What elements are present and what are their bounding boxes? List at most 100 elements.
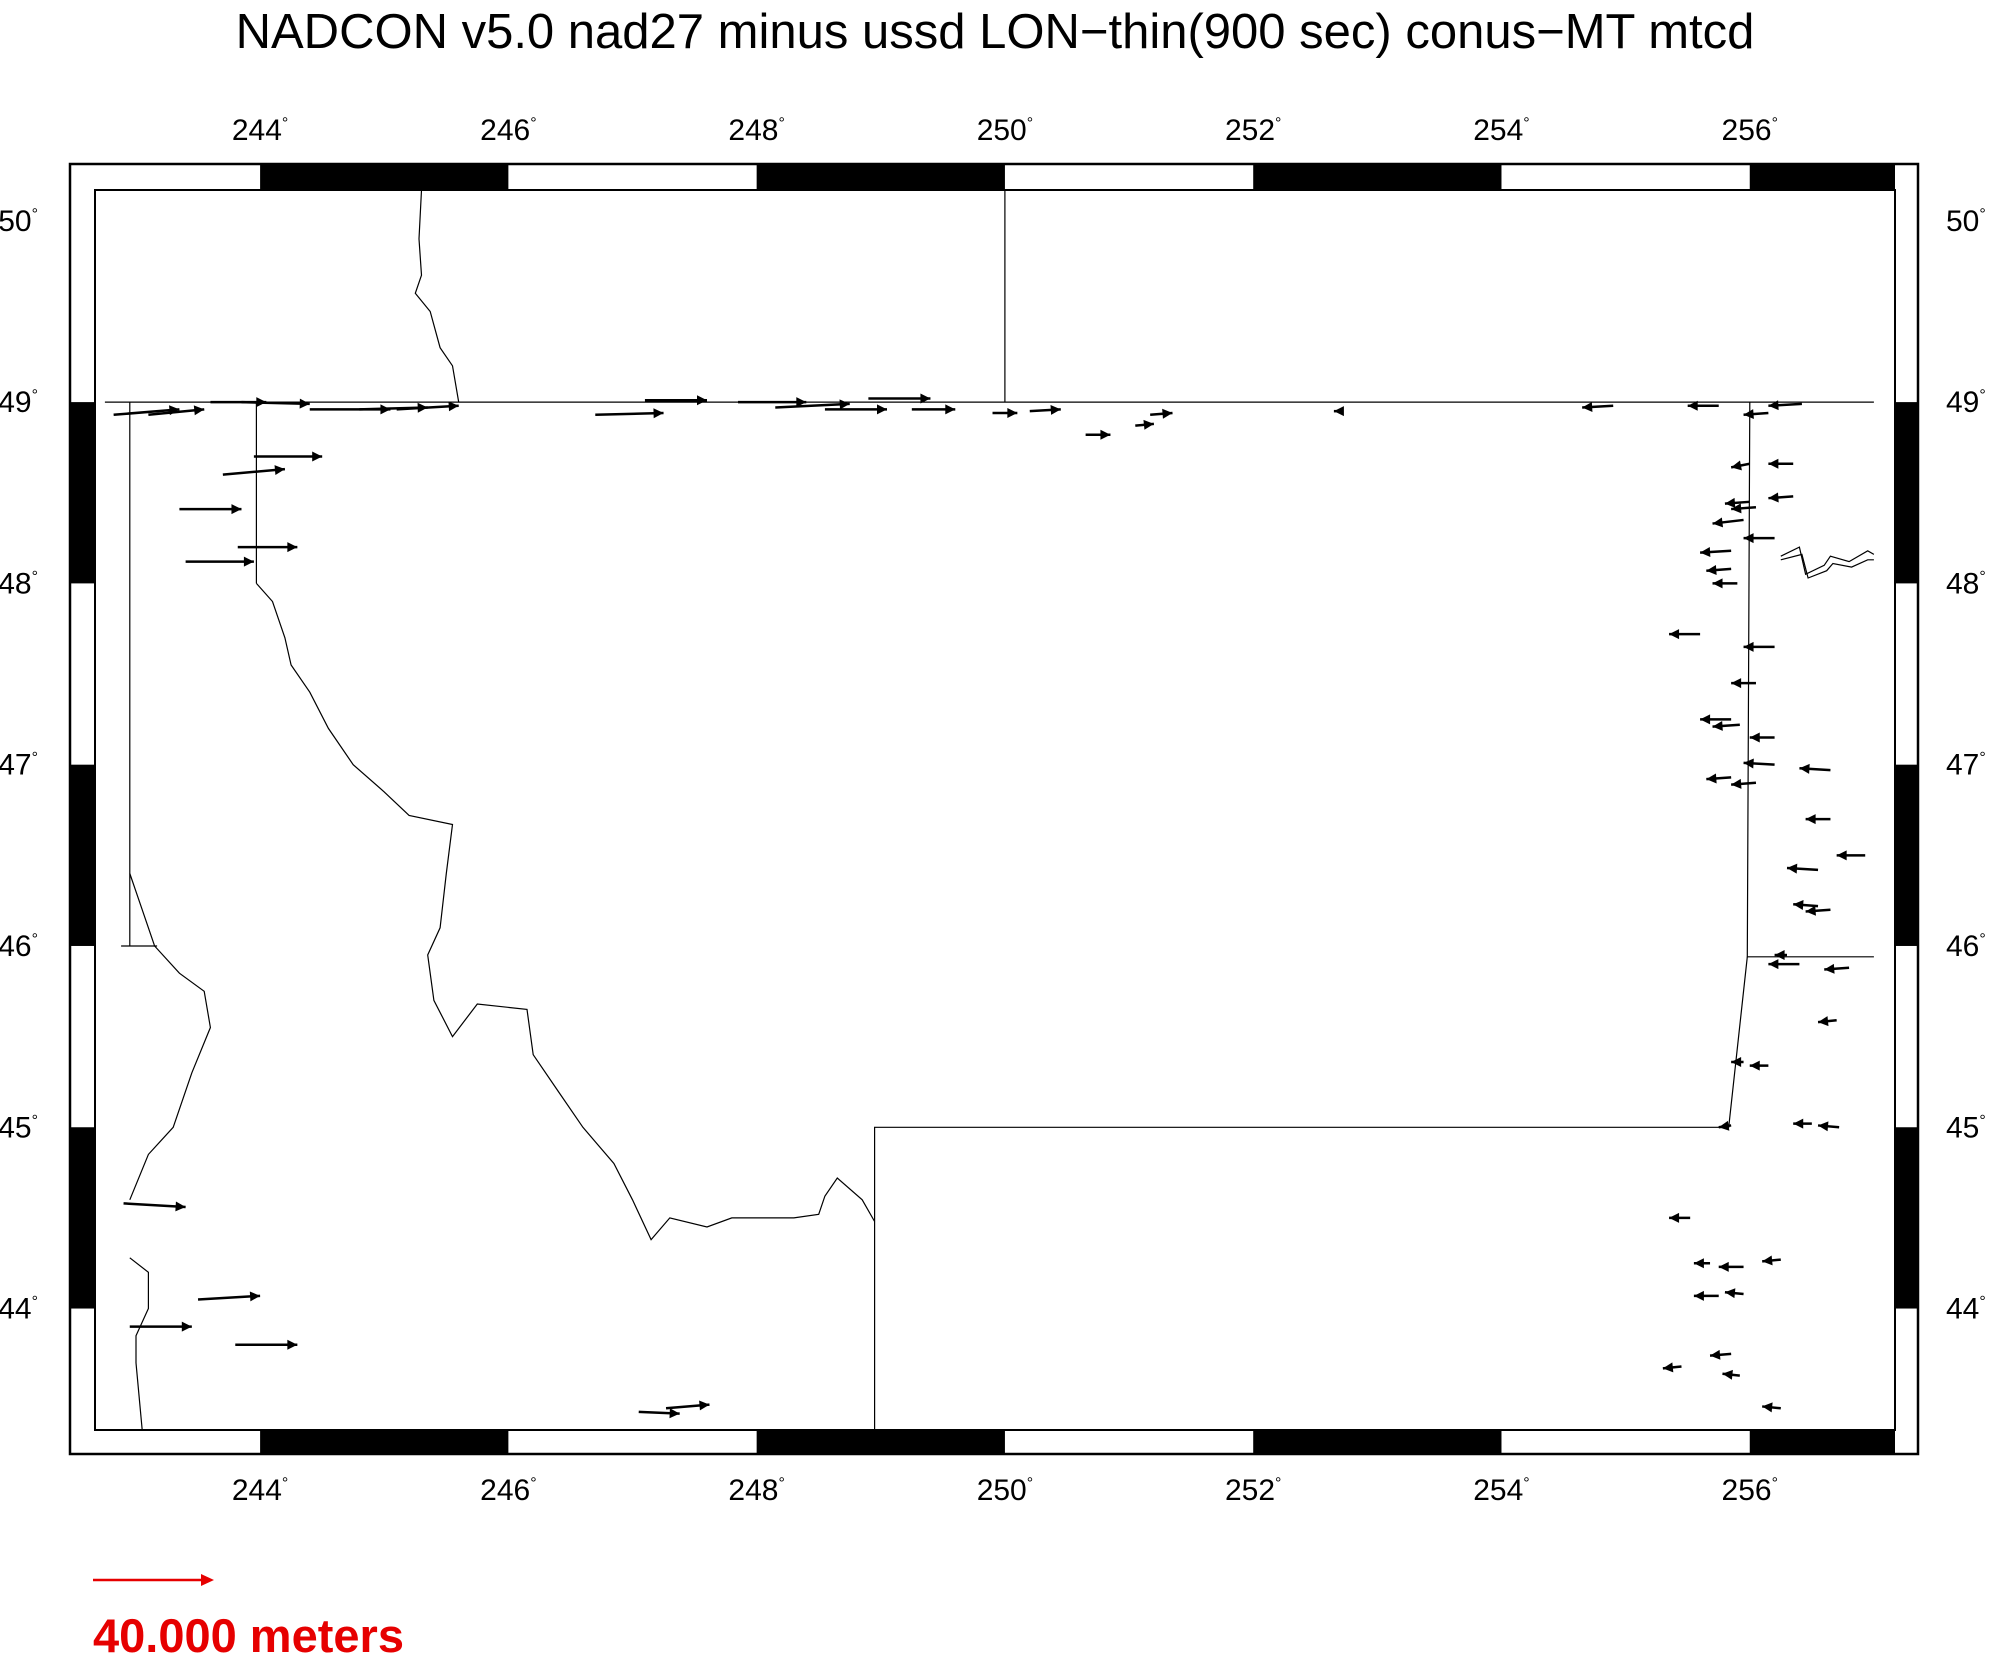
vector-shaft bbox=[222, 467, 286, 476]
lon-tick-label-top: 246° bbox=[480, 114, 536, 147]
frame-bar-right bbox=[1895, 402, 1918, 584]
lat-tick-label-left: 50° bbox=[0, 205, 38, 238]
vector-shaft bbox=[241, 400, 310, 406]
vector-head bbox=[1768, 400, 1779, 411]
vector-head bbox=[299, 398, 310, 409]
frame-bar-bottom bbox=[1749, 1430, 1895, 1454]
vector-shaft bbox=[123, 1202, 186, 1209]
lon-tick-label-bottom: 248° bbox=[728, 1474, 784, 1507]
state-boundaries bbox=[104, 189, 1875, 1431]
lon-tick-label-bottom: 256° bbox=[1722, 1474, 1778, 1507]
vector-head bbox=[1712, 517, 1724, 528]
vector-arrow bbox=[1768, 400, 1802, 411]
vector-arrow bbox=[1743, 533, 1775, 544]
vector-head bbox=[945, 404, 956, 415]
vector-arrow bbox=[1731, 678, 1756, 689]
lat-tick-label-left: 49° bbox=[0, 386, 38, 419]
boundary-line bbox=[129, 873, 212, 1201]
frame-bar-top bbox=[756, 164, 1005, 190]
vector-arrow bbox=[179, 504, 242, 515]
vector-arrow bbox=[1712, 578, 1738, 589]
vector-head bbox=[1724, 1288, 1736, 1299]
boundary-line bbox=[1780, 546, 1875, 576]
boundary-line bbox=[414, 189, 460, 403]
lat-tick-label-left: 46° bbox=[0, 930, 38, 963]
scale-legend: 40.000 meters bbox=[93, 1574, 404, 1657]
frame-bar-top bbox=[260, 164, 509, 190]
frame-outer bbox=[68, 162, 1920, 1456]
vector-arrow bbox=[1085, 429, 1111, 440]
vector-arrow bbox=[1724, 497, 1750, 508]
vector-head bbox=[1749, 1060, 1760, 1071]
lat-tick-label-right: 47° bbox=[1946, 749, 1986, 782]
vector-arrow bbox=[1693, 1258, 1711, 1269]
vector-arrow bbox=[1700, 714, 1732, 725]
vector-arrow bbox=[1731, 503, 1757, 514]
vector-head bbox=[1805, 814, 1816, 825]
vector-arrow bbox=[1793, 1118, 1812, 1129]
lon-tick-label-bottom: 250° bbox=[977, 1474, 1033, 1507]
vector-arrow bbox=[1805, 814, 1831, 825]
vector-arrow bbox=[129, 1321, 192, 1332]
vector-head bbox=[1100, 429, 1111, 440]
lon-tick-label-bottom: 246° bbox=[480, 1474, 536, 1507]
vector-arrow bbox=[1150, 408, 1173, 419]
vector-head bbox=[1724, 497, 1736, 508]
vector-head bbox=[1805, 905, 1816, 916]
vector-arrow bbox=[253, 451, 323, 462]
vector-head bbox=[796, 397, 807, 408]
vector-arrow bbox=[1768, 959, 1800, 970]
vector-head bbox=[920, 393, 931, 404]
vector-head bbox=[1762, 1255, 1773, 1266]
vector-arrow bbox=[1786, 863, 1819, 874]
frame-bar-right bbox=[1895, 764, 1918, 946]
vector-arrow bbox=[1743, 409, 1769, 420]
lon-tick-label-top: 248° bbox=[728, 114, 784, 147]
vector-head bbox=[448, 401, 459, 412]
frame-bar-left bbox=[70, 1127, 95, 1309]
vector-arrow bbox=[868, 393, 931, 404]
map-frame bbox=[68, 162, 1920, 1456]
vector-arrow bbox=[1029, 404, 1061, 415]
vector-head bbox=[1799, 763, 1810, 774]
vector-head bbox=[1722, 1369, 1733, 1380]
vector-arrow bbox=[1135, 419, 1155, 430]
vector-head bbox=[1693, 1258, 1704, 1269]
vector-head bbox=[839, 399, 850, 410]
vector-head bbox=[1818, 1121, 1829, 1132]
vector-arrow bbox=[644, 395, 707, 406]
vector-arrow bbox=[1805, 905, 1831, 916]
vector-head bbox=[1743, 409, 1754, 420]
vector-arrow bbox=[1768, 492, 1794, 503]
vector-head bbox=[1793, 900, 1804, 910]
vector-head bbox=[1712, 578, 1723, 589]
lat-tick-label-right: 46° bbox=[1946, 930, 1986, 963]
vector-head bbox=[1731, 778, 1742, 789]
vector-arrow bbox=[638, 1408, 680, 1419]
vector-arrow bbox=[1669, 629, 1701, 640]
lon-tick-label-top: 250° bbox=[977, 114, 1033, 147]
vector-arrow bbox=[1333, 406, 1344, 417]
vector-arrow bbox=[1730, 460, 1750, 471]
vector-arrow bbox=[1582, 401, 1614, 412]
vector-arrow bbox=[123, 1201, 186, 1212]
vector-head bbox=[1700, 714, 1711, 725]
vector-head bbox=[699, 1400, 710, 1411]
vector-arrow bbox=[1836, 850, 1866, 861]
vector-head bbox=[287, 542, 298, 553]
vector-head bbox=[1743, 758, 1754, 769]
boundary-line bbox=[1746, 402, 1874, 958]
vector-head bbox=[1731, 678, 1742, 689]
lon-tick-label-top: 254° bbox=[1473, 114, 1529, 147]
boundary-line bbox=[1780, 553, 1874, 579]
vector-arrow bbox=[1724, 1288, 1744, 1299]
vector-head bbox=[1731, 1056, 1742, 1067]
vector-arrow bbox=[1693, 1290, 1719, 1301]
frame-bar-left bbox=[70, 402, 95, 584]
lat-tick-label-right: 49° bbox=[1946, 386, 1986, 419]
vector-head bbox=[1774, 950, 1785, 961]
vector-shaft bbox=[197, 1294, 261, 1301]
vector-head bbox=[1768, 959, 1779, 970]
frame-bar-top bbox=[1253, 164, 1502, 190]
lon-tick-label-top: 244° bbox=[232, 114, 288, 147]
